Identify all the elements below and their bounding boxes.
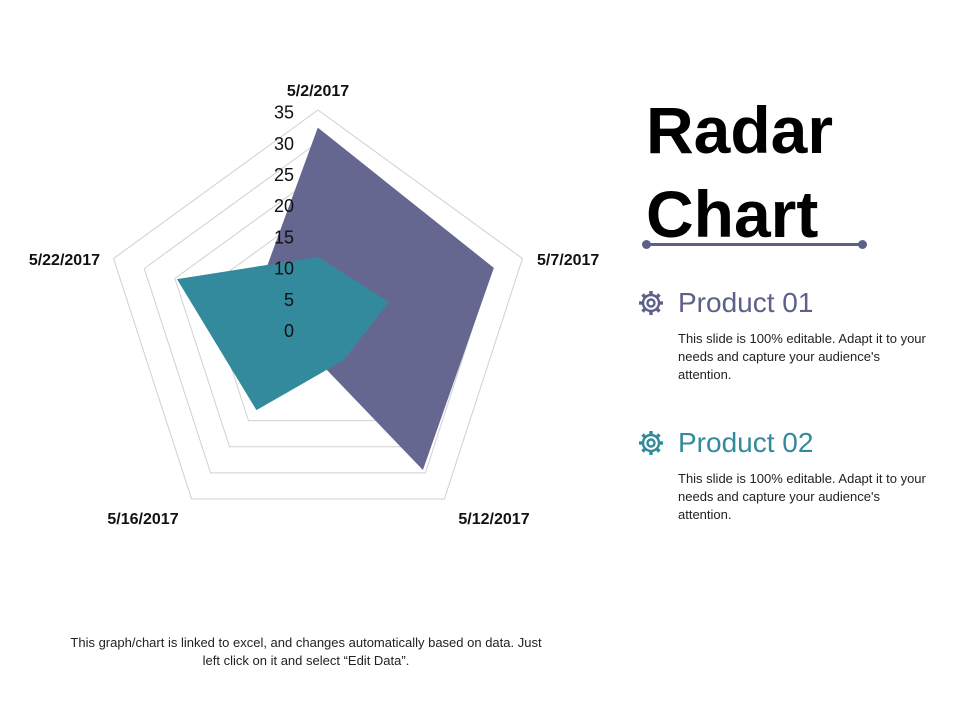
- tick-label-10: 10: [274, 259, 294, 279]
- grid-ring-3: [112, 109, 524, 500]
- series-2-area: [176, 256, 389, 411]
- title-underline-dot-left: [642, 240, 651, 249]
- legend-product-02: Product 02 This slide is 100% editable. …: [636, 426, 936, 524]
- slide-title: Radar Chart: [646, 88, 906, 256]
- product-02-description: This slide is 100% editable. Adapt it to…: [678, 471, 926, 522]
- product-01-heading: Product 01: [636, 286, 936, 320]
- title-line-2: Chart: [646, 177, 819, 251]
- product-02-heading: Product 02: [636, 426, 936, 460]
- legend-product-01: Product 01 This slide is 100% editable. …: [636, 286, 936, 384]
- category-label-1: 5/2/2017: [287, 83, 349, 100]
- product-02-name: Product 02: [678, 427, 814, 458]
- tick-label-35: 35: [274, 103, 294, 123]
- radar-series: [176, 127, 494, 471]
- gear-icon: [639, 431, 663, 455]
- tick-label-5: 5: [284, 290, 294, 310]
- radial-tick-labels: 0 5 10 15 20 25 30 35: [274, 103, 294, 341]
- chart-footnote: This graph/chart is linked to excel, and…: [70, 635, 542, 668]
- radar-chart: 0 5 10 15 20 25 30 35 5/2/2017 5/7/2017 5/12/2017…: [29, 83, 600, 528]
- title-underline-dot-right: [858, 240, 867, 249]
- tick-label-0: 0: [284, 321, 294, 341]
- category-label-2: 5/7/2017: [537, 252, 599, 269]
- gear-icon: [639, 291, 663, 315]
- tick-label-20: 20: [274, 196, 294, 216]
- product-01-description: This slide is 100% editable. Adapt it to…: [678, 331, 926, 382]
- tick-label-25: 25: [274, 165, 294, 185]
- category-labels: 5/2/2017 5/7/2017 5/12/2017 5/16/2017 5/22/2…: [29, 83, 600, 528]
- tick-label-30: 30: [274, 134, 294, 154]
- tick-label-15: 15: [274, 227, 294, 247]
- title-underline: [646, 243, 862, 246]
- category-label-3: 5/12/2017: [458, 511, 529, 528]
- category-label-5: 5/22/2017: [29, 252, 100, 269]
- title-line-1: Radar: [646, 93, 834, 167]
- product-01-name: Product 01: [678, 287, 814, 318]
- category-label-4: 5/16/2017: [107, 511, 178, 528]
